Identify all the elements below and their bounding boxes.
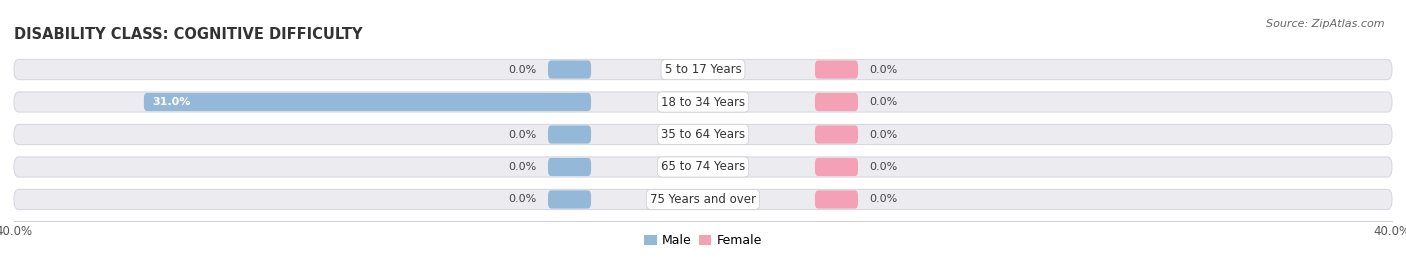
FancyBboxPatch shape (143, 93, 591, 111)
FancyBboxPatch shape (14, 92, 1392, 112)
FancyBboxPatch shape (14, 157, 1392, 177)
Text: 35 to 64 Years: 35 to 64 Years (661, 128, 745, 141)
FancyBboxPatch shape (14, 59, 1392, 80)
Text: 0.0%: 0.0% (509, 65, 537, 75)
Text: 5 to 17 Years: 5 to 17 Years (665, 63, 741, 76)
Text: 0.0%: 0.0% (869, 97, 897, 107)
Text: 75 Years and over: 75 Years and over (650, 193, 756, 206)
Text: 31.0%: 31.0% (152, 97, 191, 107)
FancyBboxPatch shape (14, 125, 1392, 144)
FancyBboxPatch shape (548, 61, 591, 79)
Text: Source: ZipAtlas.com: Source: ZipAtlas.com (1267, 19, 1385, 29)
FancyBboxPatch shape (815, 93, 858, 111)
Text: 0.0%: 0.0% (869, 162, 897, 172)
FancyBboxPatch shape (548, 190, 591, 208)
FancyBboxPatch shape (815, 158, 858, 176)
FancyBboxPatch shape (548, 158, 591, 176)
Text: DISABILITY CLASS: COGNITIVE DIFFICULTY: DISABILITY CLASS: COGNITIVE DIFFICULTY (14, 27, 363, 42)
Text: 0.0%: 0.0% (869, 194, 897, 204)
FancyBboxPatch shape (815, 190, 858, 208)
Text: 65 to 74 Years: 65 to 74 Years (661, 161, 745, 174)
FancyBboxPatch shape (548, 125, 591, 144)
Text: 0.0%: 0.0% (509, 129, 537, 140)
Text: 0.0%: 0.0% (509, 194, 537, 204)
Legend: Male, Female: Male, Female (640, 229, 766, 252)
Text: 0.0%: 0.0% (509, 162, 537, 172)
Text: 0.0%: 0.0% (869, 129, 897, 140)
FancyBboxPatch shape (14, 189, 1392, 210)
FancyBboxPatch shape (815, 125, 858, 144)
Text: 0.0%: 0.0% (869, 65, 897, 75)
FancyBboxPatch shape (815, 61, 858, 79)
Text: 18 to 34 Years: 18 to 34 Years (661, 95, 745, 108)
